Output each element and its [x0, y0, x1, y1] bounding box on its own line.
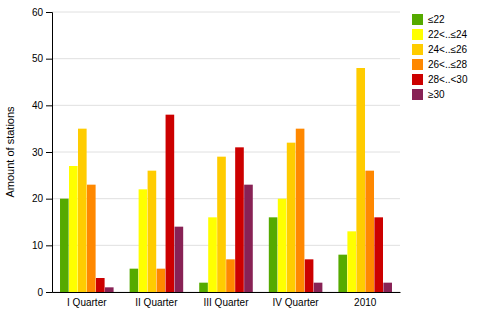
y-tick-mark — [46, 59, 52, 60]
legend-swatch — [412, 74, 423, 85]
legend-item: ≤22 — [412, 14, 445, 25]
bar — [199, 283, 208, 292]
legend-item: 24<..≤26 — [412, 44, 468, 55]
legend-label: 24<..≤26 — [428, 44, 468, 55]
bar — [148, 171, 157, 292]
y-tick-label: 20 — [32, 193, 44, 204]
y-axis: 0 10 20 30 40 50 60 — [32, 7, 53, 298]
legend-item: ≥30 — [412, 89, 445, 100]
x-tick-label: I Quarter — [67, 297, 107, 308]
legend-label: 22<..≤24 — [428, 29, 468, 40]
y-tick-label: 0 — [37, 287, 43, 298]
bar — [314, 283, 323, 292]
y-tick: 20 — [32, 193, 52, 204]
bars — [60, 68, 392, 292]
bar-series — [105, 185, 392, 292]
bar — [166, 115, 175, 292]
legend-swatch — [412, 59, 423, 70]
y-tick: 60 — [32, 7, 52, 18]
bar — [305, 259, 314, 292]
bar — [244, 185, 253, 292]
y-tick-label: 50 — [32, 53, 44, 64]
x-tick-label: III Quarter — [203, 297, 249, 308]
legend-item: 26<..≤28 — [412, 59, 468, 70]
bar — [96, 278, 105, 292]
bar — [139, 189, 148, 292]
bar — [365, 171, 374, 292]
y-axis-line — [46, 13, 53, 293]
y-tick-mark — [46, 292, 52, 293]
bar — [269, 217, 278, 292]
chart: I Quarter II Quarter III Quarter IV Quarter… — [0, 0, 500, 322]
bar — [278, 199, 287, 292]
y-tick-label: 30 — [32, 147, 44, 158]
y-tick-mark — [46, 12, 52, 13]
legend-item: 28<..<30 — [412, 74, 468, 85]
grid-line — [52, 105, 400, 106]
legend-label: ≤22 — [428, 14, 445, 25]
grid-line — [52, 198, 400, 199]
grid-line — [52, 58, 400, 59]
legend-swatch — [412, 44, 423, 55]
bar — [338, 255, 347, 292]
x-tick-label: IV Quarter — [273, 297, 320, 308]
bar — [60, 199, 69, 292]
bar-series — [87, 129, 374, 292]
y-axis-title: Amount of stations — [4, 106, 16, 198]
bar-series — [78, 68, 365, 292]
bar — [130, 269, 139, 292]
legend: ≤22 22<..≤24 24<..≤26 26<..≤28 28<..<30 ≥30 — [412, 14, 468, 100]
y-tick: 10 — [32, 240, 52, 251]
legend-label: ≥30 — [428, 89, 445, 100]
y-tick-mark — [46, 199, 52, 200]
legend-swatch — [412, 14, 423, 25]
legend-swatch — [412, 29, 423, 40]
bar-series — [96, 115, 383, 292]
legend-label: 28<..<30 — [428, 74, 468, 85]
x-tick: III Quarter — [203, 297, 249, 308]
bar — [69, 166, 78, 292]
x-tick-label: 2010 — [354, 297, 377, 308]
bar — [87, 185, 96, 292]
y-tick: 0 — [37, 287, 52, 298]
x-tick: 2010 — [354, 297, 377, 308]
y-tick-mark — [46, 105, 52, 106]
bar — [157, 269, 166, 292]
y-tick-mark — [46, 152, 52, 153]
x-axis-line — [53, 292, 401, 293]
grid — [52, 12, 400, 292]
plot-area: I Quarter II Quarter III Quarter IV Quarter… — [32, 7, 401, 308]
bar — [383, 283, 392, 292]
bar — [175, 227, 184, 292]
bar — [208, 217, 217, 292]
legend-swatch — [412, 89, 423, 100]
bar — [296, 129, 305, 292]
x-tick: IV Quarter — [273, 297, 320, 308]
y-tick: 30 — [32, 147, 52, 158]
x-tick: II Quarter — [135, 297, 178, 308]
x-tick-label: II Quarter — [135, 297, 178, 308]
bar — [217, 157, 226, 292]
bar — [287, 143, 296, 292]
grid-line — [52, 152, 400, 153]
y-tick-label: 40 — [32, 100, 44, 111]
y-tick-label: 60 — [32, 7, 44, 18]
x-axis: I Quarter II Quarter III Quarter IV Quarter… — [53, 293, 401, 309]
y-tick: 50 — [32, 53, 52, 64]
bar — [374, 217, 383, 292]
legend-label: 26<..≤28 — [428, 59, 468, 70]
bar — [347, 231, 356, 292]
bar-series — [69, 166, 356, 292]
bar — [78, 129, 87, 292]
bar — [105, 287, 114, 292]
bar — [356, 68, 365, 292]
grid-line — [52, 12, 400, 13]
legend-item: 22<..≤24 — [412, 29, 468, 40]
bar — [235, 147, 244, 292]
bar — [226, 259, 235, 292]
y-tick-label: 10 — [32, 240, 44, 251]
x-tick: I Quarter — [67, 297, 107, 308]
y-tick-mark — [46, 245, 52, 246]
y-tick: 40 — [32, 100, 52, 111]
